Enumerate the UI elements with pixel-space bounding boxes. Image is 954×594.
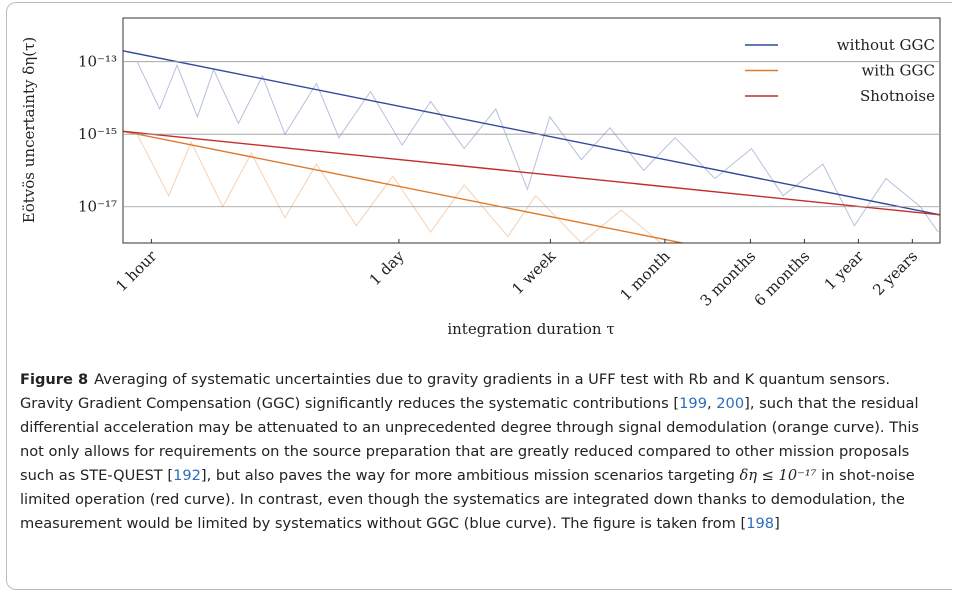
caption-text: ], such that the residual differential a…	[20, 395, 920, 484]
citation[interactable]: 200	[716, 395, 745, 412]
y-tick-label: 10⁻¹³	[78, 53, 117, 71]
caption-text: ,	[706, 395, 717, 412]
caption-text: ], but also paves the way for more ambit…	[200, 467, 740, 484]
y-tick-label: 10⁻¹⁷	[78, 198, 117, 216]
legend-label: without GGC	[837, 36, 935, 54]
series-trace	[136, 133, 662, 243]
y-axis-label: Eötvös uncertainty δη(τ)	[20, 37, 38, 223]
citation[interactable]: 198	[746, 515, 775, 532]
legend-label: Shotnoise	[860, 87, 935, 105]
series-line	[123, 130, 940, 216]
x-tick-label: 1 hour	[112, 247, 161, 296]
citation[interactable]: 192	[173, 467, 201, 484]
x-tick-label: 6 months	[751, 247, 814, 310]
series-line	[123, 130, 683, 243]
plot-frame	[122, 17, 941, 244]
x-tick-label: 1 year	[821, 247, 868, 294]
caption-text: Averaging of systematic uncertainties du…	[20, 371, 891, 412]
math: δη ≤ 10⁻¹⁷	[739, 467, 817, 484]
caption-text: ]	[774, 515, 780, 532]
legend-label: with GGC	[861, 62, 935, 80]
x-tick-label: 2 years	[869, 247, 921, 299]
x-tick-label: 3 months	[697, 247, 760, 310]
series-trace	[136, 61, 939, 233]
series-line	[123, 50, 940, 216]
frame	[6, 2, 952, 590]
caption: Figure 8 Averaging of systematic uncertai…	[20, 368, 940, 536]
x-tick-label: 1 day	[366, 247, 408, 289]
caption-text: in shot-noise limited operation (red cur…	[20, 467, 915, 532]
y-tick-label: 10⁻¹⁵	[78, 125, 117, 143]
x-axis-label: integration duration τ	[447, 320, 614, 338]
x-tick-label: 1 week	[508, 246, 560, 298]
x-tick-label: 1 month	[616, 247, 673, 304]
citation[interactable]: 199	[679, 395, 707, 412]
figure-label: Figure 8	[20, 371, 89, 388]
chart: integration duration τ Eötvös uncertaint…	[20, 17, 941, 338]
